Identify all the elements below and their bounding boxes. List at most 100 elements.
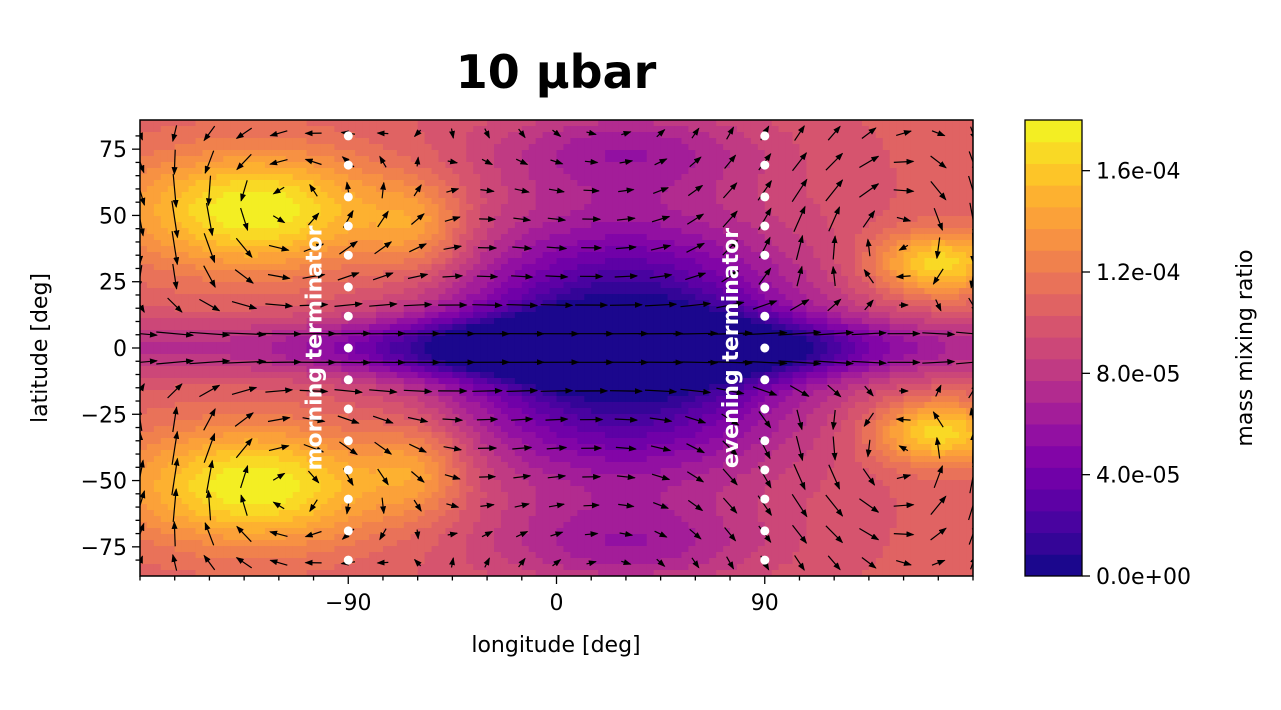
heatmap-cell: [223, 282, 231, 289]
heatmap-cell: [299, 156, 308, 163]
heatmap-cell: [868, 306, 877, 313]
heatmap-cell: [681, 156, 689, 163]
heatmap-cell: [487, 156, 495, 163]
heatmap-cell: [903, 264, 912, 271]
heatmap-cell: [723, 198, 731, 205]
heatmap-cell: [459, 126, 467, 133]
heatmap-cell: [750, 240, 759, 247]
heatmap-cell: [140, 294, 148, 301]
heatmap-cell: [584, 240, 592, 247]
heatmap-cell: [438, 288, 447, 295]
heatmap-cell: [882, 324, 891, 331]
heatmap-cell: [514, 228, 523, 235]
heatmap-cell: [160, 144, 169, 151]
heatmap-cell: [306, 324, 315, 331]
heatmap-cell: [910, 150, 919, 157]
heatmap-cell: [730, 198, 738, 205]
heatmap-cell: [376, 336, 384, 343]
heatmap-cell: [459, 294, 467, 301]
heatmap-cell: [743, 216, 752, 223]
heatmap-cell: [431, 246, 440, 253]
heatmap-cell: [285, 270, 294, 277]
heatmap-cell: [868, 144, 877, 151]
heatmap-cell: [952, 360, 960, 367]
heatmap-cell: [549, 276, 558, 283]
heatmap-cell: [285, 348, 294, 355]
heatmap-cell: [403, 258, 412, 265]
heatmap-cell: [688, 282, 696, 289]
heatmap-cell: [549, 222, 558, 229]
heatmap-cell: [605, 162, 613, 169]
heatmap-cell: [195, 324, 204, 331]
heatmap-cell: [209, 132, 217, 139]
heatmap-cell: [945, 324, 953, 331]
heatmap-cell: [716, 162, 724, 169]
heatmap-cell: [251, 180, 259, 187]
heatmap-cell: [653, 186, 662, 193]
heatmap-cell: [695, 276, 703, 283]
heatmap-cell: [924, 264, 932, 271]
heatmap-cell: [431, 348, 440, 355]
heatmap-cell: [834, 228, 842, 235]
heatmap-cell: [459, 348, 467, 355]
heatmap-cell: [924, 144, 932, 151]
heatmap-cell: [188, 144, 197, 151]
heatmap-cell: [500, 144, 509, 151]
heatmap-cell: [292, 186, 301, 193]
heatmap-cell: [403, 186, 412, 193]
heatmap-cell: [487, 222, 495, 229]
heatmap-cell: [167, 360, 176, 367]
heatmap-cell: [931, 168, 939, 175]
heatmap-cell: [563, 216, 571, 223]
heatmap-cell: [160, 162, 169, 169]
heatmap-cell: [396, 366, 405, 373]
heatmap-cell: [230, 180, 238, 187]
heatmap-cell: [480, 288, 488, 295]
heatmap-cell: [618, 300, 627, 307]
heatmap-cell: [736, 360, 745, 367]
heatmap-cell: [376, 294, 384, 301]
heatmap-cell: [487, 168, 495, 175]
heatmap-cell: [563, 132, 571, 139]
heatmap-cell: [750, 210, 759, 217]
heatmap-cell: [514, 204, 523, 211]
heatmap-cell: [389, 162, 398, 169]
heatmap-cell: [271, 312, 280, 319]
heatmap-cell: [535, 156, 544, 163]
heatmap-cell: [938, 234, 946, 241]
heatmap-cell: [452, 312, 460, 319]
heatmap-cell: [584, 168, 592, 175]
heatmap-cell: [723, 126, 731, 133]
heatmap-cell: [799, 294, 807, 301]
heatmap-cell: [813, 306, 821, 313]
heatmap-cell: [174, 252, 183, 259]
heatmap-cell: [271, 186, 280, 193]
heatmap-cell: [403, 228, 412, 235]
heatmap-cell: [355, 324, 363, 331]
heatmap-cell: [244, 138, 252, 145]
heatmap-cell: [160, 228, 169, 235]
heatmap-cell: [146, 276, 155, 283]
heatmap-cell: [494, 366, 502, 373]
heatmap-cell: [334, 228, 342, 235]
heatmap-cell: [334, 240, 342, 247]
heatmap-cell: [507, 120, 516, 127]
heatmap-cell: [174, 294, 183, 301]
heatmap-cell: [882, 198, 891, 205]
heatmap-cell: [473, 306, 481, 313]
heatmap-cell: [736, 186, 745, 193]
heatmap-cell: [854, 186, 863, 193]
heatmap-cell: [771, 198, 780, 205]
heatmap-cell: [410, 360, 419, 367]
heatmap-cell: [160, 234, 169, 241]
heatmap-cell: [848, 282, 856, 289]
heatmap-cell: [750, 264, 759, 271]
heatmap-cell: [785, 138, 794, 145]
heatmap-cell: [959, 228, 967, 235]
heatmap-cell: [396, 162, 405, 169]
heatmap-cell: [535, 342, 544, 349]
heatmap-cell: [264, 300, 273, 307]
heatmap-cell: [910, 120, 919, 127]
heatmap-cell: [160, 180, 169, 187]
heatmap-cell: [785, 192, 794, 199]
